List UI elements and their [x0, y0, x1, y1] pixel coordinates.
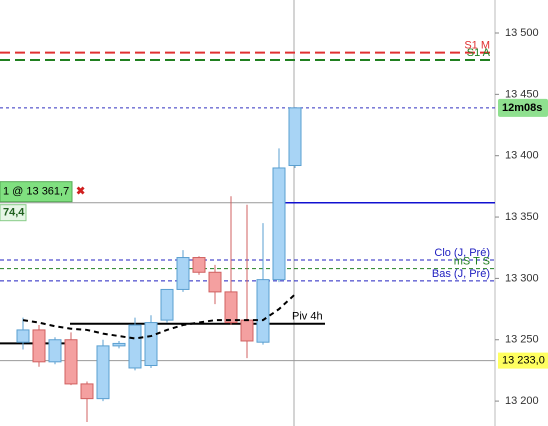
candle-body: [96, 345, 110, 400]
y-tick-label: 13 500: [505, 27, 539, 39]
moving-average: [22, 293, 296, 340]
last-label: 13 233,0: [502, 355, 545, 367]
timer-box: [498, 98, 548, 117]
y-tick-label: 13 250: [505, 334, 539, 346]
y-tick-label: 13 350: [505, 211, 539, 223]
candle-body: [32, 329, 46, 363]
candle-body: [176, 257, 190, 290]
level-label: Clo (J, Pré): [434, 247, 490, 259]
candle-body: [48, 339, 62, 363]
candle-body: [128, 324, 142, 369]
order-sub-box: [0, 204, 27, 222]
pivot-label: Piv 4h: [292, 311, 323, 323]
candle-body: [64, 339, 78, 385]
level-label: S1 A: [467, 47, 491, 59]
candle-body: [240, 319, 254, 342]
candle-body: [288, 107, 302, 167]
y-tick-label: 13 200: [505, 395, 539, 407]
level-label: Bas (J, Pré): [432, 268, 490, 280]
candle-body: [224, 291, 238, 324]
order-label: 1 @ 13 361,7: [3, 186, 69, 198]
candle-body: [16, 329, 30, 343]
timer-label: 12m08s: [502, 102, 542, 114]
candle-body: [272, 167, 286, 281]
candle-body: [192, 257, 206, 273]
level-label: S1 M: [464, 40, 490, 52]
order-cancel[interactable]: ✖: [76, 186, 85, 198]
y-tick-label: 13 450: [505, 88, 539, 100]
candle-body: [160, 288, 174, 321]
candle-body: [144, 322, 158, 367]
last-box: [498, 352, 548, 369]
order-sub: 74,4: [3, 207, 25, 219]
candle-body: [208, 271, 222, 293]
y-tick-label: 13 300: [505, 272, 539, 284]
level-label: mS T S: [454, 255, 490, 267]
candle-body: [256, 279, 270, 343]
order-box: [0, 181, 73, 203]
y-tick-label: 13 400: [505, 150, 539, 162]
candle-body: [112, 342, 126, 347]
candle-body: [80, 383, 94, 400]
